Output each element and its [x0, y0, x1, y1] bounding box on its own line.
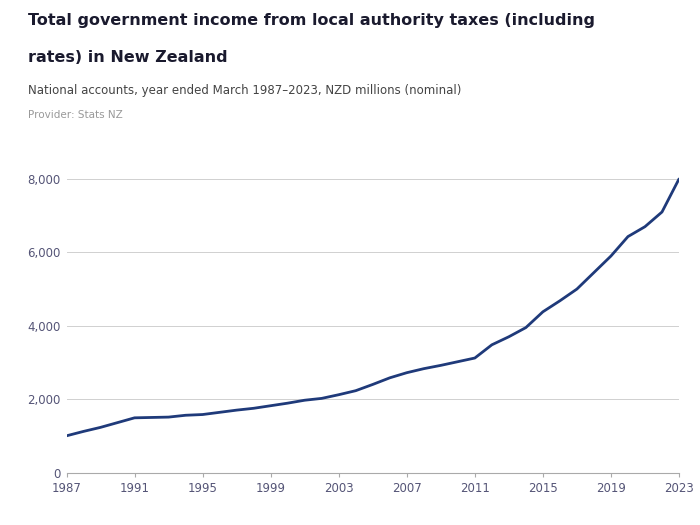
- Text: figure.nz: figure.nz: [587, 19, 661, 34]
- Text: National accounts, year ended March 1987–2023, NZD millions (nominal): National accounts, year ended March 1987…: [28, 84, 461, 97]
- Text: Provider: Stats NZ: Provider: Stats NZ: [28, 110, 122, 120]
- Text: rates) in New Zealand: rates) in New Zealand: [28, 50, 228, 65]
- Text: Total government income from local authority taxes (including: Total government income from local autho…: [28, 13, 595, 28]
